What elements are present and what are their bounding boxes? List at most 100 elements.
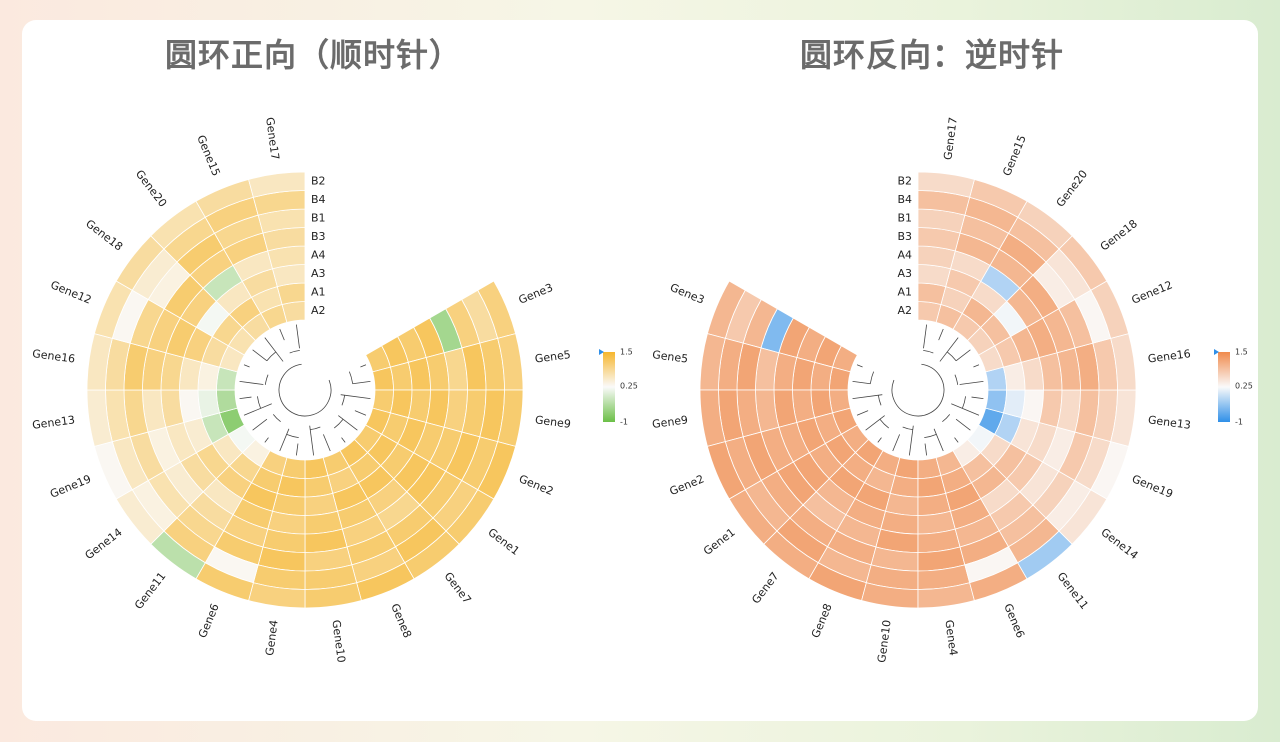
row-label: A4 xyxy=(311,248,326,261)
heatmap-cell xyxy=(248,171,306,198)
gene-label: Gene17 xyxy=(263,116,282,160)
gene-label: Gene16 xyxy=(1147,347,1191,366)
gene-label: Gene12 xyxy=(1130,278,1175,306)
dendrogram-trunk xyxy=(891,363,945,417)
dendrogram-branch xyxy=(955,418,971,431)
gene-label: Gene17 xyxy=(941,116,960,160)
heatmap-cell xyxy=(699,333,726,391)
row-label: A1 xyxy=(311,285,326,298)
dendrogram-branch xyxy=(340,394,371,400)
dendrogram-branch xyxy=(865,415,885,431)
dendrogram-branch xyxy=(954,374,959,385)
gene-label: Gene5 xyxy=(651,348,688,366)
dendrogram-branch xyxy=(971,396,984,400)
dendrogram-branch xyxy=(239,380,264,385)
gene-label: Gene14 xyxy=(83,526,125,563)
dendrogram-branch xyxy=(333,418,344,429)
row-label: B1 xyxy=(311,211,326,224)
row-label: B4 xyxy=(897,193,912,206)
heatmap-cell xyxy=(699,389,726,447)
legend-bar xyxy=(603,352,615,422)
circular-heatmap-counterclockwise: Gene3 Gene5 Gene9 Gene2 Gene1 Gene7 Gene8 Gene1… xyxy=(651,116,1252,663)
dendrogram-trunk xyxy=(278,363,332,417)
row-label: B3 xyxy=(897,230,912,243)
gene-label: Gene1 xyxy=(701,526,737,558)
dendrogram-branch xyxy=(954,437,959,443)
gene-label: Gene4 xyxy=(263,619,281,656)
row-label: B2 xyxy=(897,174,912,187)
heatmap-cell xyxy=(1058,235,1108,291)
dendrogram-branch xyxy=(877,437,882,443)
dendrogram-branch xyxy=(348,371,353,384)
row-label: A3 xyxy=(311,267,326,280)
heatmap-cell xyxy=(969,178,1028,218)
dendrogram-branch xyxy=(243,364,250,368)
legend-label-max_label: 1.5 xyxy=(1235,348,1248,357)
gene-label: Gene7 xyxy=(749,570,781,606)
dendrogram-branch xyxy=(902,426,913,431)
row-label: A4 xyxy=(897,248,912,261)
gene-label: Gene6 xyxy=(1001,602,1027,640)
gene-label: Gene19 xyxy=(48,472,93,500)
heatmap-cell xyxy=(197,389,221,419)
heatmap-cell xyxy=(276,282,306,306)
heatmap-cell xyxy=(889,474,919,498)
dendrogram-branch xyxy=(310,426,321,431)
dendrogram-branch xyxy=(341,395,346,406)
heatmap-cell xyxy=(861,582,919,609)
heatmap-cell xyxy=(1110,389,1137,447)
dendrogram-branch xyxy=(951,403,980,416)
gene-label: Gene18 xyxy=(83,217,125,254)
dendrogram-branch xyxy=(252,349,268,362)
dendrogram-branch xyxy=(923,324,928,349)
gene-label: Gene15 xyxy=(1000,133,1028,178)
gene-label: Gene6 xyxy=(196,602,222,640)
gene-label: Gene2 xyxy=(517,472,555,498)
legend-marker xyxy=(599,349,604,355)
gene-label: Gene18 xyxy=(1098,217,1140,254)
dendrogram-branch xyxy=(924,433,937,438)
dendrogram-branch xyxy=(243,403,272,416)
dendrogram-branch xyxy=(360,364,367,368)
dendrogram-branch xyxy=(852,380,871,385)
dendrogram-branch xyxy=(266,351,277,362)
dendrogram-branch xyxy=(264,374,269,385)
dendrogram-branch xyxy=(295,443,299,456)
dendrogram-branch xyxy=(322,434,331,452)
gene-label: Gene16 xyxy=(32,347,76,366)
gene-label: Gene4 xyxy=(942,619,960,656)
dendrogram-branch xyxy=(973,364,980,368)
dendrogram-branch xyxy=(852,394,883,400)
row-label: B2 xyxy=(311,174,326,187)
gene-label: Gene9 xyxy=(651,413,688,431)
circular-heatmap-clockwise: Gene3 Gene5 Gene9 Gene2 Gene1 Gene7 Gene8 Gene1… xyxy=(31,116,637,663)
heatmap-cell xyxy=(917,282,947,306)
heatmap-cell xyxy=(917,582,975,609)
legend-label-mid_label: 0.25 xyxy=(620,382,638,391)
dendrogram-branch xyxy=(961,396,966,409)
dendrogram-branch xyxy=(239,396,252,400)
dendrogram-branch xyxy=(352,380,371,385)
chart-title-counterclockwise: 圆环反向：逆时针 xyxy=(800,36,1065,74)
dendrogram-branch xyxy=(942,414,951,423)
heatmap-cell xyxy=(1058,489,1108,545)
chart-title-clockwise: 圆环正向（顺时针） xyxy=(165,36,463,74)
dendrogram-branch xyxy=(938,328,944,341)
gene-label: Gene20 xyxy=(133,168,170,210)
heatmap-cell xyxy=(706,441,746,500)
dendrogram-branch xyxy=(338,415,358,431)
dendrogram-branch xyxy=(924,443,928,456)
dendrogram-branch xyxy=(856,364,863,368)
gene-label: Gene10 xyxy=(329,619,348,663)
dendrogram-branch xyxy=(309,425,315,456)
heatmap-cell xyxy=(1017,200,1073,250)
heatmap-cell xyxy=(1090,280,1130,339)
heatmap-cell xyxy=(1090,441,1130,500)
heatmap-cell xyxy=(763,530,819,580)
heatmap-cell xyxy=(728,489,778,545)
heatmap-cell xyxy=(706,280,746,339)
color-legend: 1.5 0.25 -1 xyxy=(1214,348,1253,427)
row-label: A3 xyxy=(897,267,912,280)
heatmap-cell xyxy=(1002,389,1026,419)
